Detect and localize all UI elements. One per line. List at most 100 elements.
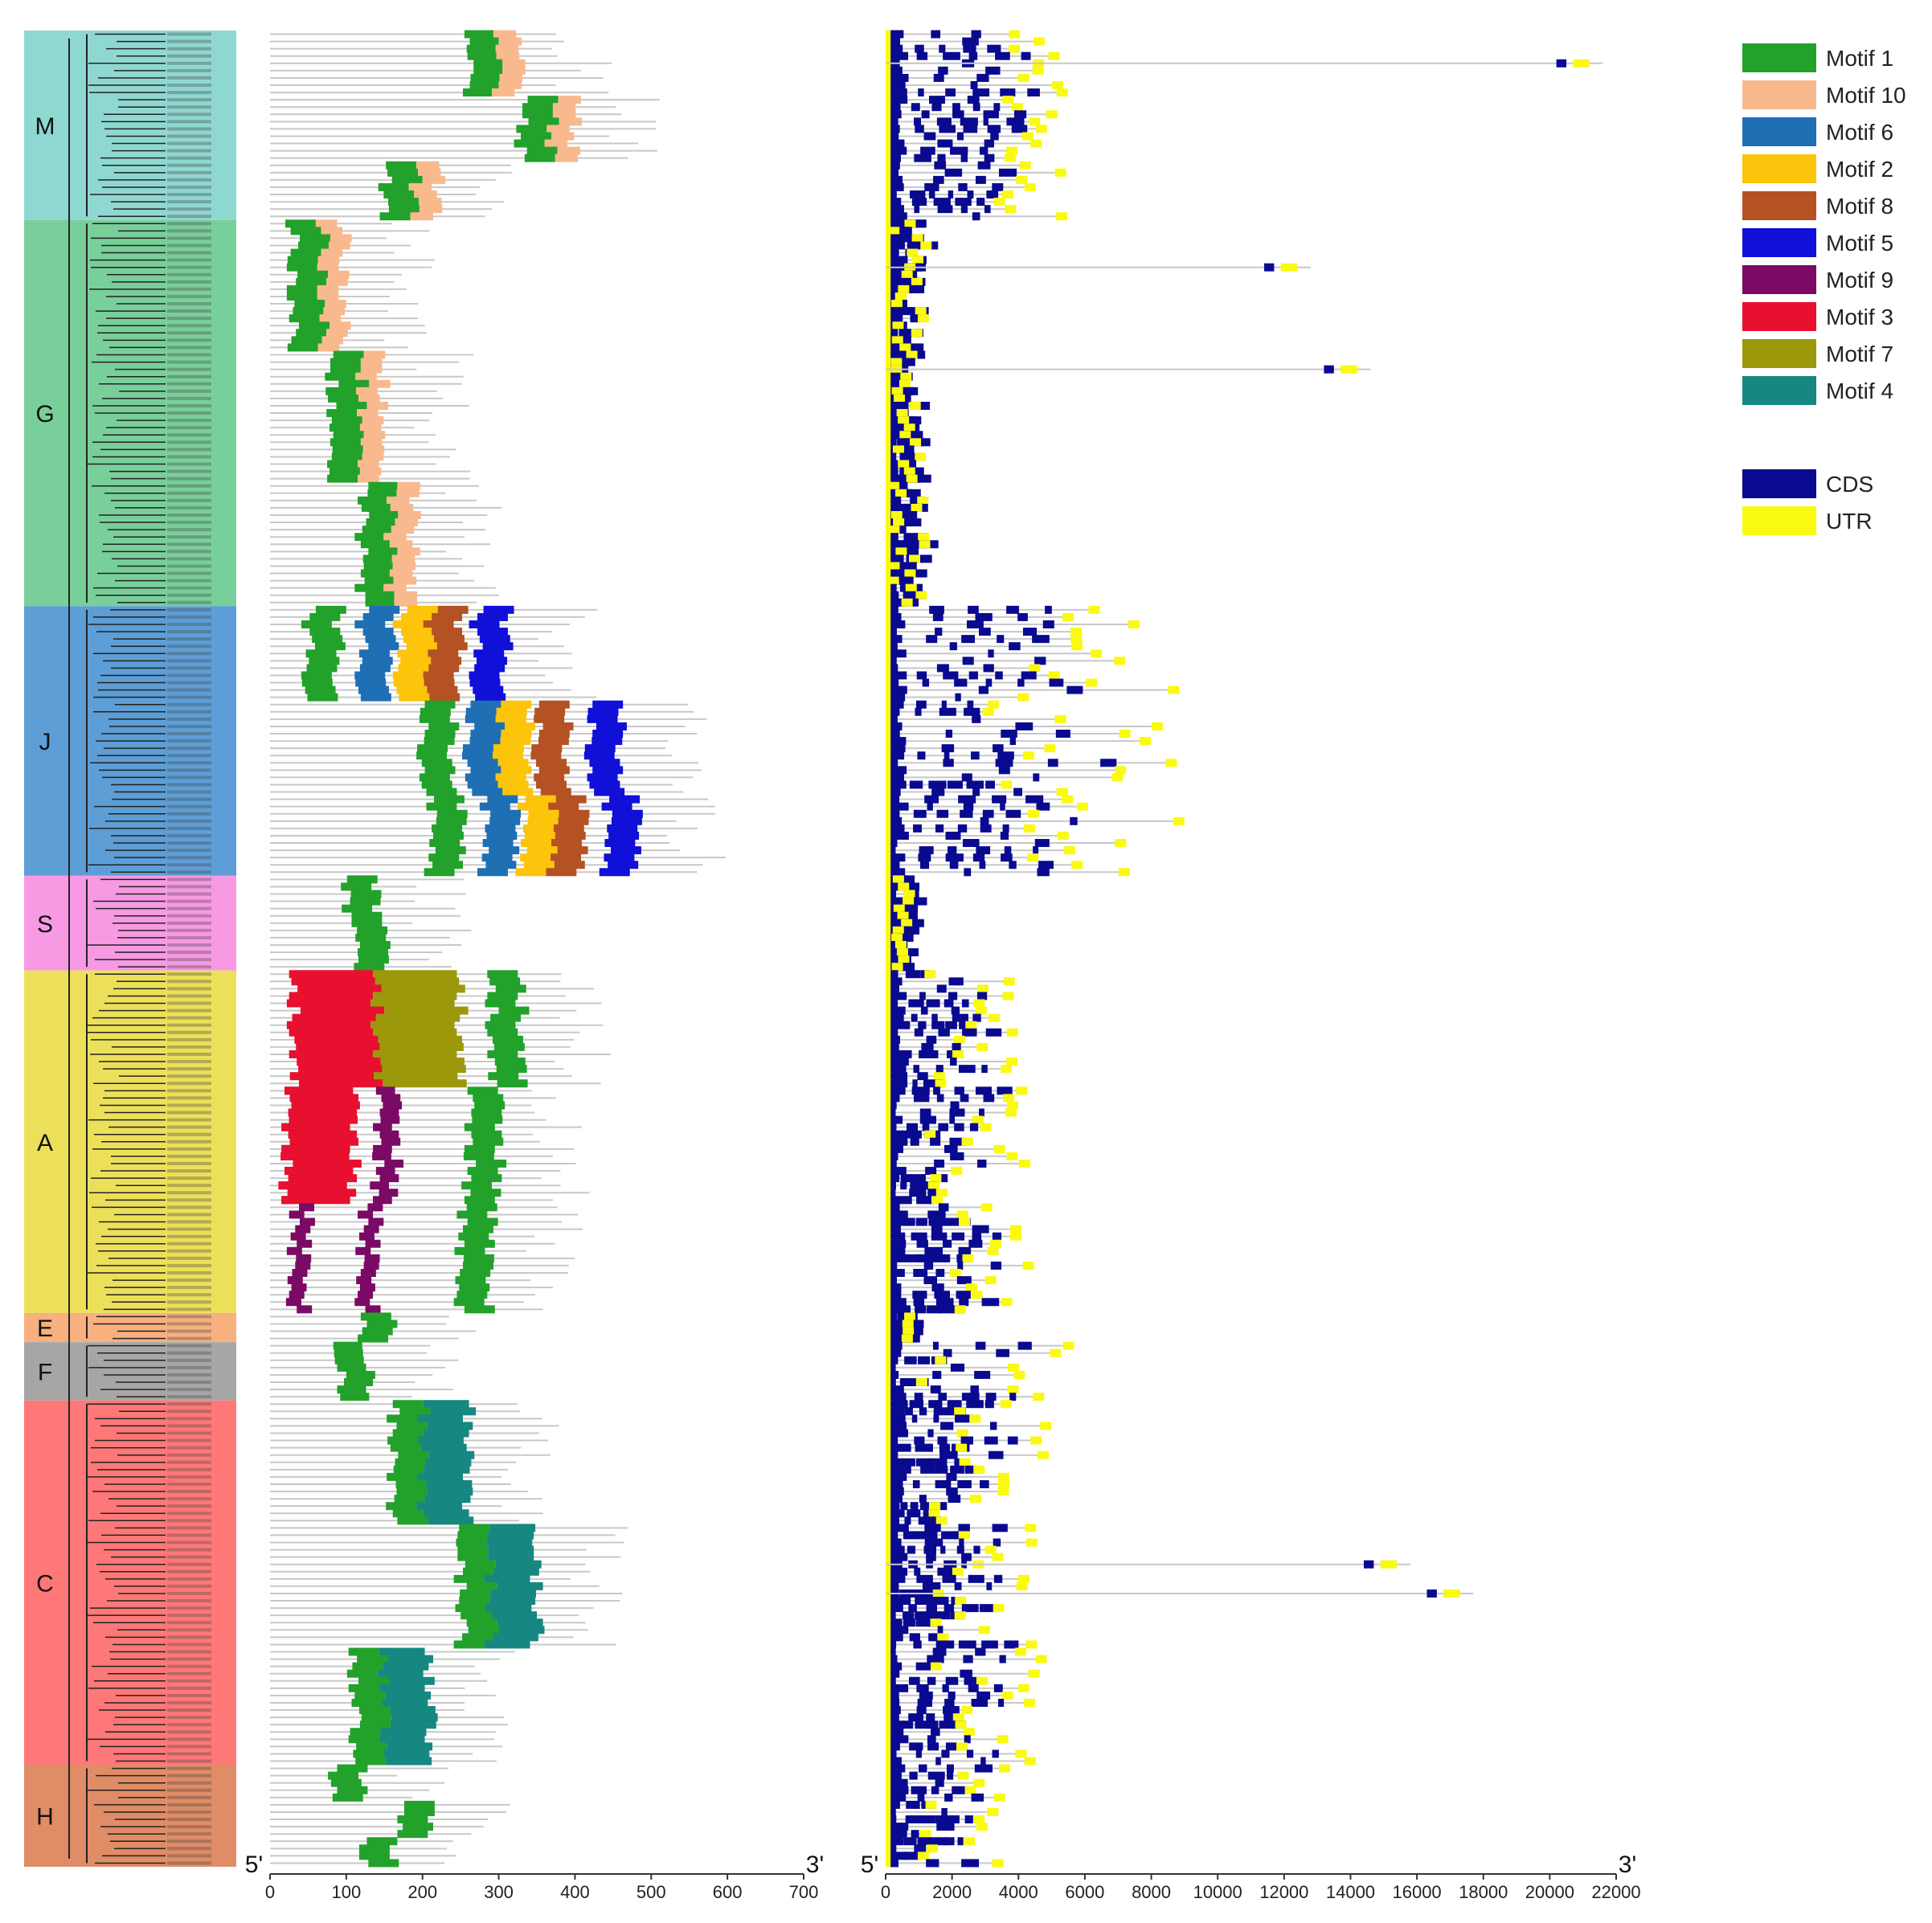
utr-box: [952, 1049, 964, 1058]
gene_axis-axis-tick-label: 18000: [1459, 1882, 1508, 1902]
utr-box: [1003, 977, 1015, 986]
motif-3-box: [286, 999, 371, 1008]
gene-name-placeholder: [167, 1752, 211, 1756]
gene-name-placeholder: [167, 1082, 211, 1086]
motif-6-box: [472, 788, 503, 796]
motif-10-box: [414, 190, 437, 199]
motif-4-box: [387, 1742, 433, 1751]
motif-2-box: [521, 839, 552, 848]
cds-box: [890, 30, 904, 39]
utr-box: [886, 474, 892, 483]
gene-name-placeholder: [167, 870, 211, 874]
utr-box: [915, 452, 927, 461]
gene-name-placeholder: [167, 1263, 211, 1267]
motif-1-box: [469, 37, 499, 46]
cds-box: [917, 1793, 925, 1802]
utr-box: [1022, 1261, 1034, 1270]
motif-4-box: [424, 1465, 470, 1474]
utr-box: [1025, 1640, 1038, 1649]
cds-box: [939, 44, 946, 53]
utr-box: [886, 307, 892, 316]
cds-box: [975, 612, 993, 621]
gene-name-placeholder: [167, 1307, 211, 1311]
motif-1-box: [290, 248, 321, 257]
cds-box: [903, 1837, 917, 1846]
motif-9-box: [359, 1283, 375, 1292]
motif-1-box: [361, 503, 391, 512]
cds-box: [1021, 671, 1037, 680]
cds-box: [890, 1844, 897, 1853]
utr-box: [886, 1604, 892, 1613]
cds-box: [938, 1611, 951, 1620]
motif-6-box: [490, 809, 522, 818]
cds-box: [890, 948, 900, 957]
cds-box: [909, 1378, 919, 1387]
motif-5-box: [601, 802, 632, 811]
gene-name-placeholder: [167, 899, 211, 903]
motif-8-box: [554, 861, 585, 869]
motif-1-box: [328, 1771, 359, 1780]
motif-5-box: [587, 714, 618, 723]
cds-box: [923, 1545, 937, 1554]
utr-box: [886, 314, 892, 323]
utr-box: [886, 1640, 892, 1649]
cds-box: [962, 657, 974, 665]
motif-2-box: [406, 642, 437, 651]
cds-box: [993, 1574, 1003, 1583]
cds-box: [890, 182, 904, 191]
gene-name-placeholder: [167, 1591, 211, 1595]
utr-box: [982, 707, 994, 716]
cds-box: [1001, 730, 1017, 739]
cds-box: [908, 452, 917, 461]
motif-1-box: [391, 175, 423, 184]
utr-box: [1027, 853, 1039, 862]
cds-box: [920, 1465, 935, 1474]
cds-box: [960, 205, 968, 214]
utr-box: [997, 1735, 1009, 1744]
utr-box: [1017, 693, 1029, 702]
utr-box: [886, 518, 892, 527]
utr-box: [886, 591, 892, 599]
cds-box: [909, 1327, 923, 1336]
motif-1-box: [426, 788, 457, 796]
motif-1-box: [394, 1495, 425, 1504]
motif-1-box: [368, 547, 398, 556]
gene-name-placeholder: [167, 1737, 211, 1741]
gene-name-placeholder: [167, 382, 211, 386]
motif-1-box: [341, 882, 372, 891]
utr-box: [1007, 1385, 1019, 1394]
cds-box: [890, 256, 907, 264]
motif-1-box: [424, 737, 455, 746]
motif-8-box: [551, 839, 582, 848]
cds-box: [984, 139, 994, 148]
gene-name-placeholder: [167, 1030, 211, 1034]
cds-box: [924, 182, 939, 191]
utr-box: [1070, 628, 1083, 636]
motif-8-box: [534, 714, 565, 723]
motif-1-box: [470, 73, 500, 82]
cds-box: [998, 766, 1010, 775]
gene-name-placeholder: [167, 1279, 211, 1283]
motif-4-box: [489, 1524, 536, 1532]
cds-box: [903, 401, 909, 410]
utr-box: [978, 1626, 990, 1635]
cds-box: [946, 1742, 957, 1751]
cds-box: [928, 190, 935, 199]
cds-box: [975, 1341, 986, 1350]
motif-1-box: [358, 1851, 390, 1860]
cds-box: [890, 205, 904, 214]
motif-6-box: [365, 635, 396, 644]
cds-box: [910, 1502, 919, 1511]
motif-9-box: [384, 1159, 403, 1168]
cds-box: [943, 1713, 961, 1722]
gene-name-placeholder: [167, 1365, 211, 1369]
cds-box: [905, 1815, 923, 1824]
motif-5-box: [608, 861, 639, 869]
utr-box: [886, 219, 892, 228]
gene-name-placeholder: [167, 528, 211, 532]
cds-box: [931, 1283, 944, 1292]
cds-box: [914, 1028, 923, 1037]
cds-box: [916, 1574, 933, 1583]
utr-box: [886, 554, 892, 563]
cds-box: [950, 1058, 957, 1066]
